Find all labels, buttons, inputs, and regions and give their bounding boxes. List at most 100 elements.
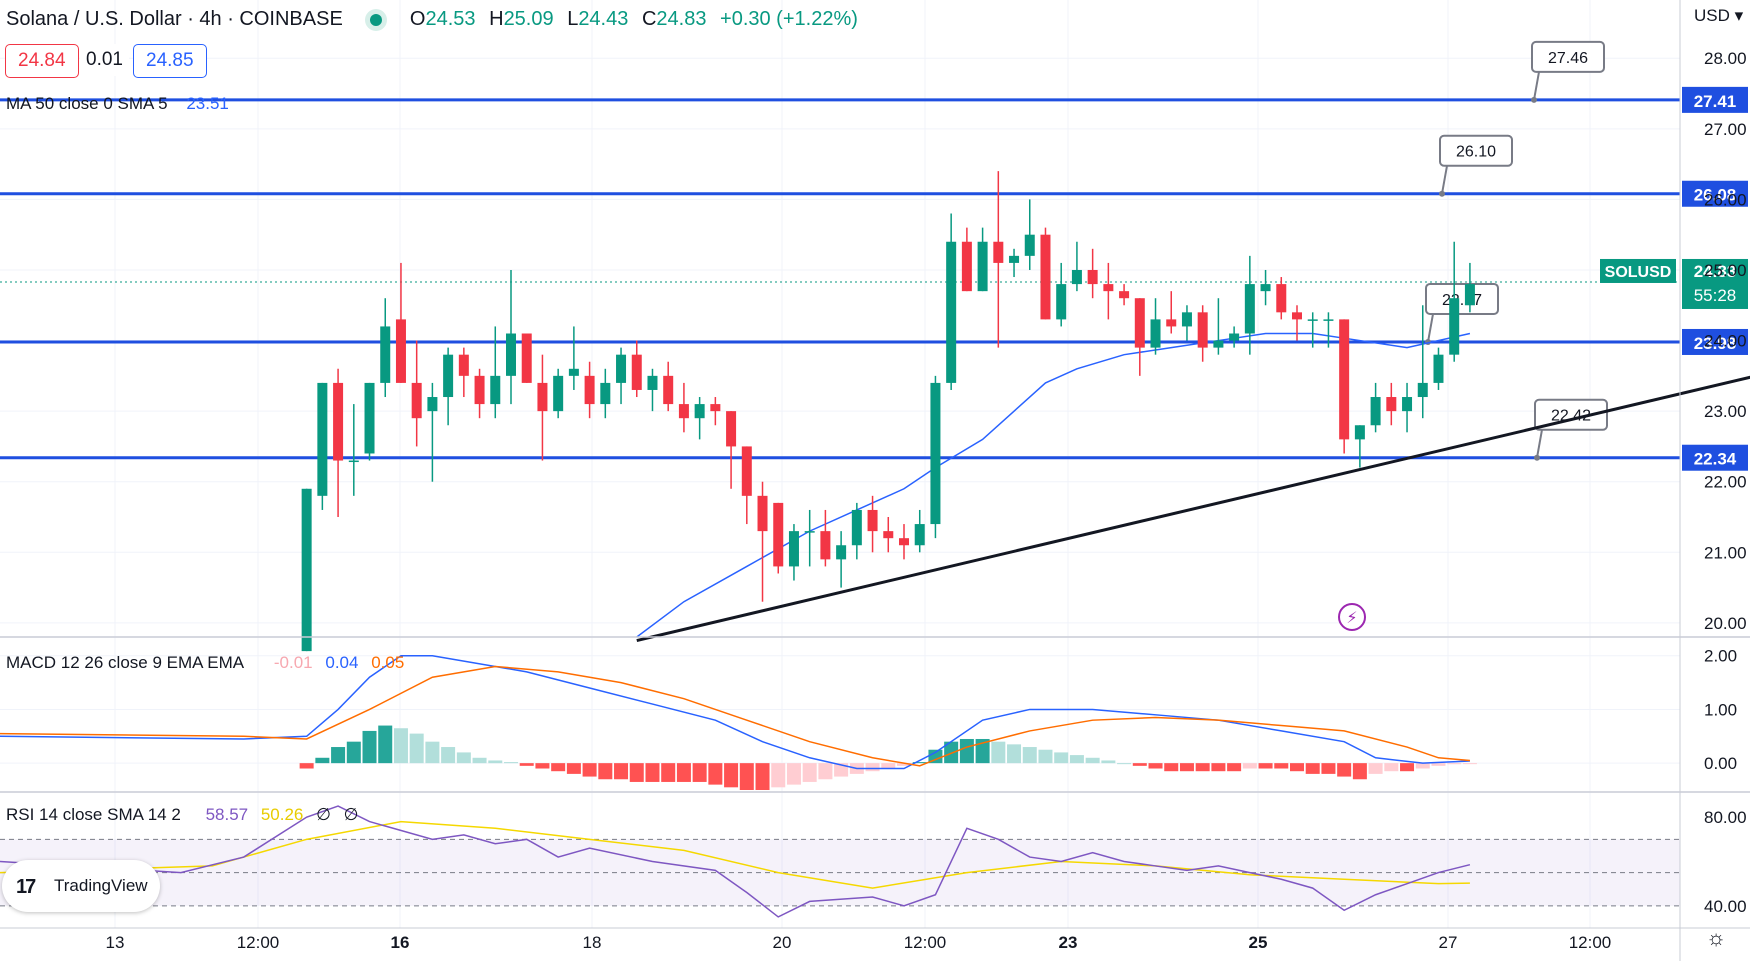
x-tick-label: 16	[391, 933, 410, 952]
macd-histogram-bar	[928, 749, 943, 764]
macd-histogram-bar	[1117, 763, 1132, 765]
macd-histogram-bar	[441, 747, 456, 764]
candle-body	[474, 375, 485, 405]
macd-legend[interactable]: MACD 12 26 close 9 EMA EMA -0.01 0.04 0.…	[6, 653, 404, 673]
low-label: L	[567, 8, 579, 30]
tradingview-logo[interactable]: 17 TradingView	[2, 860, 160, 912]
open-value: 24.53	[425, 8, 476, 30]
macd-histogram-bar	[519, 763, 534, 766]
candle-body	[1244, 284, 1255, 334]
rsi-tick-label: 40.00	[1704, 897, 1747, 916]
candle-body	[1166, 319, 1177, 327]
x-tick-label: 12:00	[237, 933, 280, 952]
level-price-label: 26.08	[1694, 186, 1737, 205]
candle-body	[914, 524, 925, 546]
currency-selector[interactable]: USD ▾	[1694, 6, 1743, 26]
macd-histogram-bar	[346, 741, 361, 764]
last-price-label: 24.83	[1694, 262, 1737, 281]
countdown-label: 55:28	[1694, 286, 1737, 305]
macd-histogram-bar	[472, 757, 487, 764]
rsi-legend-label: RSI 14 close SMA 14 2	[6, 805, 181, 824]
candle-body	[506, 333, 516, 376]
macd-histogram-bar	[1101, 760, 1116, 764]
candle-body	[663, 375, 674, 405]
callout-label: 23.97	[1442, 292, 1482, 309]
open-label: O	[409, 8, 426, 30]
y-tick-label: 20.00	[1704, 614, 1747, 633]
candle-body	[1150, 319, 1161, 348]
macd-legend-label: MACD 12 26 close 9 EMA EMA	[6, 653, 244, 672]
settings-gear-icon[interactable]: ☼	[1706, 925, 1727, 950]
macd-signal-value: 0.05	[371, 653, 405, 672]
candle-body	[568, 368, 579, 376]
rsi-tick-label: 80.00	[1704, 808, 1747, 827]
candle-body	[348, 460, 359, 463]
macd-histogram-bar	[645, 763, 660, 782]
candle-body	[836, 545, 847, 560]
price-pane[interactable]: 27.4126.0823.9822.3427.4626.1023.9722.42…	[0, 40, 1750, 652]
macd-histogram-bar	[739, 763, 754, 790]
macd-line-value: 0.04	[325, 653, 359, 672]
rsi-legend[interactable]: RSI 14 close SMA 14 2 58.57 50.26 ∅ ∅	[6, 805, 358, 825]
macd-histogram-bar	[944, 741, 959, 764]
macd-histogram-bar	[1305, 763, 1320, 774]
macd-histogram-bar	[598, 763, 613, 780]
y-tick-label: 23.00	[1704, 402, 1747, 421]
rsi-value: 58.57	[205, 805, 249, 824]
candle-body	[1276, 284, 1287, 313]
macd-histogram-bar	[1069, 755, 1084, 764]
candle-body	[773, 502, 784, 567]
rsi-extra-value-1: ∅	[316, 805, 331, 824]
macd-histogram-bar	[299, 763, 314, 769]
chevron-down-icon: ▾	[1729, 6, 1744, 25]
candle-body	[1402, 397, 1413, 412]
candle-body	[1386, 397, 1397, 412]
macd-histogram-bar	[488, 760, 503, 764]
symbol-title[interactable]: Solana / U.S. Dollar · 4h · COINBASE	[6, 8, 343, 30]
macd-histogram-bar	[1211, 763, 1226, 772]
rsi-pane[interactable]	[0, 805, 1680, 918]
macd-histogram-bar	[755, 763, 770, 790]
sell-price-button[interactable]: 24.84	[5, 44, 79, 78]
macd-histogram-bar	[1462, 763, 1477, 765]
buy-price-button[interactable]: 24.85	[133, 44, 207, 78]
close-value: 24.83	[656, 8, 707, 30]
x-tick-label: 12:00	[904, 933, 947, 952]
macd-histogram-bar	[1227, 763, 1242, 772]
candle-body	[380, 326, 391, 383]
candle-body	[1087, 269, 1098, 285]
x-tick-label: 25	[1249, 933, 1268, 952]
candle-body	[757, 495, 768, 532]
level-price-label: 27.41	[1694, 92, 1737, 111]
candle-body	[851, 509, 862, 546]
macd-histogram-bar	[1447, 763, 1462, 765]
chart-header: Solana / U.S. Dollar · 4h · COINBASE O24…	[6, 8, 866, 31]
macd-histogram-bar	[566, 763, 581, 774]
macd-histogram-bar	[1274, 763, 1289, 769]
macd-histogram-bar	[1132, 763, 1147, 766]
macd-histogram-bar	[614, 763, 629, 780]
macd-pane[interactable]	[0, 654, 1477, 790]
x-tick-label: 12:00	[1569, 933, 1612, 952]
macd-histogram-bar	[1352, 763, 1367, 780]
candle-body	[961, 241, 972, 292]
level-price-tag	[1682, 86, 1748, 113]
market-status-dot-icon	[370, 13, 383, 26]
candle-body	[710, 404, 721, 412]
macd-histogram-bar	[504, 762, 518, 764]
macd-histogram-bar	[661, 763, 676, 782]
macd-histogram-bar	[1038, 749, 1053, 764]
lightning-glyph: ⚡	[1346, 608, 1357, 627]
candle-body	[427, 397, 438, 412]
rsi-extra-value-2: ∅	[343, 805, 359, 824]
y-tick-label: 28.00	[1704, 49, 1747, 68]
macd-histogram-bar	[409, 733, 424, 764]
macd-histogram-bar	[456, 752, 471, 764]
ma-legend[interactable]: MA 50 close 0 SMA 5 23.51	[6, 94, 229, 114]
candle-body	[584, 375, 595, 405]
candle-body	[977, 241, 988, 292]
candle-body	[443, 354, 454, 398]
candle-body	[694, 404, 705, 419]
macd-histogram-bar	[1415, 763, 1430, 769]
